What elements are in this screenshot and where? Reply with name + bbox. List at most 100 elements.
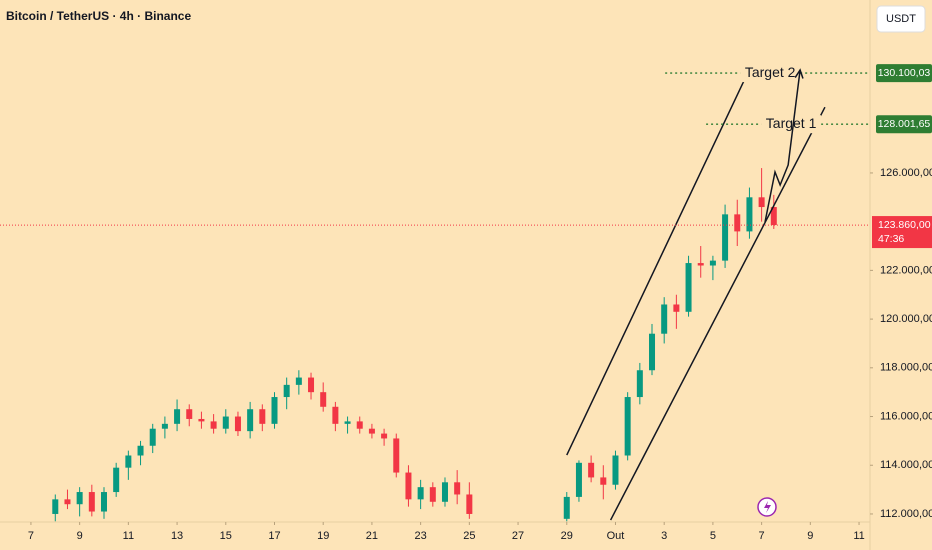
y-tick-label: 112.000,00 <box>880 508 932 520</box>
x-tick-label: 19 <box>317 530 329 542</box>
price-tag: 130.100,03 <box>876 64 932 83</box>
channel-line <box>609 106 826 521</box>
candle-body <box>308 377 315 393</box>
candle-body <box>600 477 607 485</box>
candle-body <box>149 428 156 446</box>
price-tag-box <box>876 64 932 83</box>
x-tick-label: 15 <box>220 530 232 542</box>
target-label-bg <box>740 64 801 83</box>
candle-body <box>466 494 473 514</box>
icon-bolt[interactable] <box>764 501 771 513</box>
candle-body <box>101 492 108 512</box>
candle-body <box>661 304 668 334</box>
x-tick-label: 5 <box>710 530 716 542</box>
candle-body <box>734 214 741 232</box>
candle-body <box>563 496 570 519</box>
candle-body <box>758 197 765 208</box>
candle-body <box>283 384 290 398</box>
y-tick-label: 116.000,00 <box>880 410 932 422</box>
x-tick-label: 13 <box>171 530 183 542</box>
candle-body <box>368 428 375 434</box>
candle-body <box>174 409 181 424</box>
x-tick-label: 9 <box>77 530 83 542</box>
candle-body <box>320 392 327 407</box>
candle-body <box>259 409 266 424</box>
candle-body <box>673 304 680 312</box>
candle-body <box>137 445 144 456</box>
x-tick-label: 11 <box>123 530 134 542</box>
candle-body <box>52 499 59 514</box>
x-tick-label: Out <box>607 530 625 542</box>
candle-body <box>417 487 424 500</box>
candle-body <box>125 455 132 468</box>
channel-line <box>566 71 749 456</box>
candle-body <box>697 263 704 266</box>
x-tick-label: 7 <box>759 530 765 542</box>
y-tick-label: 120.000,00 <box>880 313 932 325</box>
candle-body <box>770 207 777 226</box>
candle-body <box>344 421 351 424</box>
candle-body <box>234 416 241 432</box>
button-box[interactable] <box>876 5 926 33</box>
candle-body <box>624 397 631 456</box>
price-tag: 128.001,65 <box>876 115 932 134</box>
candle-body <box>161 423 168 429</box>
candle-body <box>722 214 729 261</box>
candle-body <box>64 499 71 505</box>
x-tick-label: 25 <box>463 530 475 542</box>
forecast-arrow <box>764 69 801 223</box>
x-tick-label: 29 <box>561 530 573 542</box>
price-tag-box <box>876 115 932 134</box>
x-tick-label: 3 <box>661 530 667 542</box>
candle-body <box>709 260 716 266</box>
candle-body <box>575 462 582 497</box>
target-label: Target 2 <box>745 64 796 80</box>
candle-body <box>746 197 753 232</box>
candle-body <box>649 333 656 371</box>
overlay: Target 2 130.100,03 Target 1 128.001,65 123.… <box>0 64 932 521</box>
countdown-label: 47:36 <box>878 233 904 245</box>
x-tick-label: 11 <box>853 530 864 542</box>
candle-body <box>113 467 120 493</box>
candle-body <box>685 263 692 312</box>
x-tick-label: 9 <box>807 530 813 542</box>
price-tag-label: 130.100,03 <box>878 67 931 79</box>
target-label: Target 1 <box>766 115 817 131</box>
x-tick-label: 21 <box>366 530 378 542</box>
candle-body <box>612 455 619 485</box>
currency-button[interactable]: USDT <box>876 5 926 33</box>
price-tag-label: 128.001,65 <box>878 118 931 130</box>
candle-body <box>393 438 400 473</box>
y-tick-label: 126.000,00 <box>880 167 932 179</box>
candle-body <box>588 462 595 478</box>
candle-body <box>295 377 302 385</box>
candle-body <box>356 421 363 429</box>
candle-body <box>186 409 193 419</box>
candle-body <box>222 416 229 429</box>
target-label-bg <box>761 115 822 134</box>
candle-body <box>332 406 339 424</box>
plot-area <box>52 168 777 522</box>
x-tick-label: 27 <box>512 530 524 542</box>
candle-body <box>429 487 436 502</box>
last-price-label: 123.860,00 <box>878 219 931 231</box>
candle-body <box>247 409 254 432</box>
candle-body <box>271 397 278 424</box>
button-label[interactable]: USDT <box>886 13 916 25</box>
candle-body <box>405 472 412 500</box>
last-price-box <box>872 216 932 249</box>
x-tick-label: 17 <box>268 530 280 542</box>
arrow-head <box>794 68 804 79</box>
event-icon[interactable] <box>757 497 777 517</box>
candle-body <box>210 421 217 429</box>
candle-body <box>636 370 643 398</box>
y-tick-label: 114.000,00 <box>880 459 932 471</box>
candle-body <box>76 492 83 505</box>
x-tick-label: 23 <box>415 530 427 542</box>
last-price-tag: 123.860,00 47:36 <box>872 216 932 249</box>
candle-body <box>88 492 95 512</box>
y-tick-label: 122.000,00 <box>880 264 932 276</box>
